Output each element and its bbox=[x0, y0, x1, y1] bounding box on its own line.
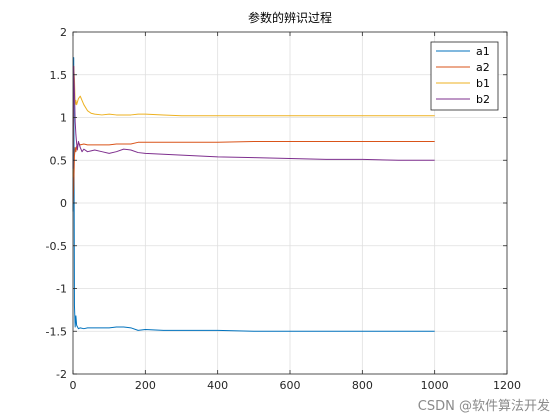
x-tick-labels: 0 200 400 600 800 1000 1200 bbox=[70, 379, 522, 392]
legend[interactable]: a1 a2 b1 b2 bbox=[430, 41, 499, 111]
legend-label-a2: a2 bbox=[476, 61, 490, 74]
x-tick-label: 0 bbox=[70, 379, 77, 392]
series-line-b2 bbox=[72, 65, 435, 169]
legend-items: a1 a2 b1 b2 bbox=[436, 45, 490, 106]
y-tick-label: 1.5 bbox=[50, 69, 68, 82]
y-tick-label: -1.5 bbox=[46, 325, 67, 338]
y-tick-label: -2 bbox=[56, 368, 67, 381]
series-line-a2 bbox=[72, 140, 435, 204]
ticks bbox=[72, 31, 508, 375]
series-layer bbox=[72, 57, 435, 332]
x-tick-label: 200 bbox=[135, 379, 156, 392]
y-tick-label: 0.5 bbox=[50, 154, 68, 167]
legend-label-a1: a1 bbox=[476, 45, 490, 58]
y-tick-label: 2 bbox=[60, 26, 67, 39]
x-tick-label: 600 bbox=[280, 379, 301, 392]
y-tick-label: -1 bbox=[56, 283, 67, 296]
legend-label-b1: b1 bbox=[476, 77, 490, 90]
y-tick-label: -0.5 bbox=[46, 240, 67, 253]
x-tick-label: 400 bbox=[207, 379, 228, 392]
y-tick-label: 1 bbox=[60, 112, 67, 125]
y-tick-label: 0 bbox=[60, 197, 67, 210]
y-tick-labels: -2 -1.5 -1 -0.5 0 0.5 1 1.5 2 bbox=[46, 26, 67, 381]
x-tick-label: 1200 bbox=[493, 379, 521, 392]
chart-title: 参数的辨识过程 bbox=[248, 10, 332, 25]
x-tick-label: 800 bbox=[352, 379, 373, 392]
x-tick-label: 1000 bbox=[421, 379, 449, 392]
series-line-b1 bbox=[72, 65, 435, 178]
legend-label-b2: b2 bbox=[476, 93, 490, 106]
watermark: CSDN @软件算法开发 bbox=[417, 399, 550, 414]
series-line-a1 bbox=[72, 57, 435, 332]
